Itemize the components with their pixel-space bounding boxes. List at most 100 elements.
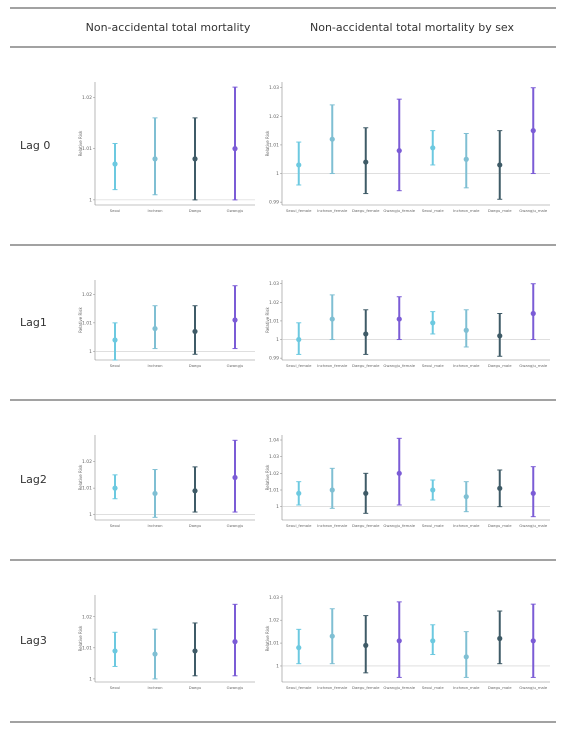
y-tick-label: 0.99 [269, 356, 279, 362]
y-tick-label: 1.03 [269, 281, 279, 287]
y-tick-label: 1.02 [82, 459, 92, 465]
x-tick-label: Daegu_male [488, 363, 512, 368]
point [363, 159, 369, 165]
point [363, 331, 369, 337]
y-axis-label: Relative Risk [78, 306, 83, 332]
y-tick-label: 1.02 [82, 614, 92, 620]
x-tick-label: Daegu_female [352, 685, 380, 690]
point [112, 485, 118, 491]
x-tick-label: Gwangju [227, 685, 244, 690]
point [497, 162, 503, 168]
point [152, 651, 158, 657]
y-tick-label: 1.01 [269, 142, 279, 148]
x-tick-label: Seoul [110, 363, 121, 368]
y-tick-label: 1 [89, 676, 92, 682]
x-tick-label: Daegu [189, 363, 202, 368]
point [152, 325, 158, 332]
x-tick-label: Gwangju_male [519, 363, 548, 368]
y-tick-label: 1 [276, 663, 279, 669]
y-tick-label: 1.02 [269, 471, 279, 477]
x-tick-label: Seoul_male [422, 685, 445, 690]
x-tick-label: Gwangju [227, 523, 244, 528]
x-tick-label: Gwangju [227, 208, 244, 213]
y-tick-label: 1.01 [82, 486, 92, 492]
point [463, 654, 469, 660]
y-tick-label: 1 [89, 197, 92, 203]
point [396, 148, 402, 154]
y-axis-label: Relative Risk [265, 464, 270, 490]
x-tick-label: Daegu_female [352, 523, 380, 528]
x-tick-label: Seoul [110, 523, 121, 528]
point [296, 336, 302, 343]
x-tick-label: Daegu [189, 523, 202, 528]
point [497, 635, 503, 642]
column-header: Non-accidental total mortality by sex [310, 21, 515, 34]
y-tick-label: 1.01 [82, 320, 92, 326]
y-axis-label: Relative Risk [265, 130, 270, 156]
y-tick-label: 1.02 [269, 618, 279, 624]
x-tick-label: Daegu_female [352, 363, 380, 368]
x-tick-label: Incheon_male [453, 208, 480, 213]
y-tick-label: 0.99 [269, 200, 279, 206]
x-tick-label: Seoul_male [422, 523, 445, 528]
point [192, 488, 198, 494]
y-tick-label: 1.02 [269, 114, 279, 120]
point [463, 327, 469, 333]
y-tick-label: 1.02 [269, 300, 279, 306]
point [363, 490, 369, 496]
point [363, 642, 369, 648]
y-tick-label: 1.03 [269, 85, 279, 91]
x-tick-label: Incheon_male [453, 523, 480, 528]
y-tick-label: 1 [276, 171, 279, 177]
y-axis-label: Relative Risk [78, 625, 83, 651]
y-tick-label: 1.01 [269, 641, 279, 647]
point [329, 136, 335, 142]
x-tick-label: Incheon [147, 363, 163, 368]
point [232, 639, 238, 645]
y-tick-label: 1.02 [82, 95, 92, 101]
x-tick-label: Daegu [189, 208, 202, 213]
point [112, 337, 118, 343]
x-tick-label: Gwangju_female [383, 208, 415, 213]
point [296, 162, 302, 168]
row-label: Lag1 [20, 316, 47, 329]
y-tick-label: 1.03 [269, 595, 279, 601]
x-tick-label: Gwangju_male [519, 523, 548, 528]
x-tick-label: Daegu_male [488, 685, 512, 690]
x-tick-label: Seoul_female [286, 685, 312, 690]
x-tick-label: Incheon_female [317, 208, 348, 213]
x-tick-label: Gwangju_female [383, 523, 415, 528]
x-tick-label: Daegu_male [488, 523, 512, 528]
x-tick-label: Seoul_male [422, 208, 445, 213]
x-tick-label: Incheon_female [317, 685, 348, 690]
point [396, 470, 402, 476]
point [232, 146, 238, 152]
x-tick-label: Seoul_female [286, 363, 312, 368]
point [530, 310, 536, 317]
point [463, 494, 469, 500]
x-tick-label: Incheon [147, 685, 163, 690]
point [232, 317, 238, 323]
point [497, 333, 503, 339]
point [296, 490, 302, 496]
point [530, 490, 536, 496]
x-tick-label: Seoul [110, 685, 121, 690]
y-tick-label: 1.02 [82, 292, 92, 298]
row-label: Lag3 [20, 634, 47, 647]
x-tick-label: Seoul_female [286, 523, 312, 528]
x-tick-label: Incheon [147, 523, 163, 528]
y-axis-label: Relative Risk [265, 306, 270, 332]
x-tick-label: Daegu_male [488, 208, 512, 213]
point [463, 156, 469, 162]
y-tick-label: 1 [89, 512, 92, 518]
point [329, 316, 335, 322]
y-tick-label: 1.03 [269, 454, 279, 460]
x-tick-label: Gwangju_male [519, 685, 548, 690]
y-tick-label: 1 [89, 349, 92, 355]
x-tick-label: Seoul [110, 208, 121, 213]
point [530, 638, 536, 644]
x-tick-label: Incheon [147, 208, 163, 213]
point [329, 633, 335, 639]
y-tick-label: 1.01 [82, 146, 92, 152]
